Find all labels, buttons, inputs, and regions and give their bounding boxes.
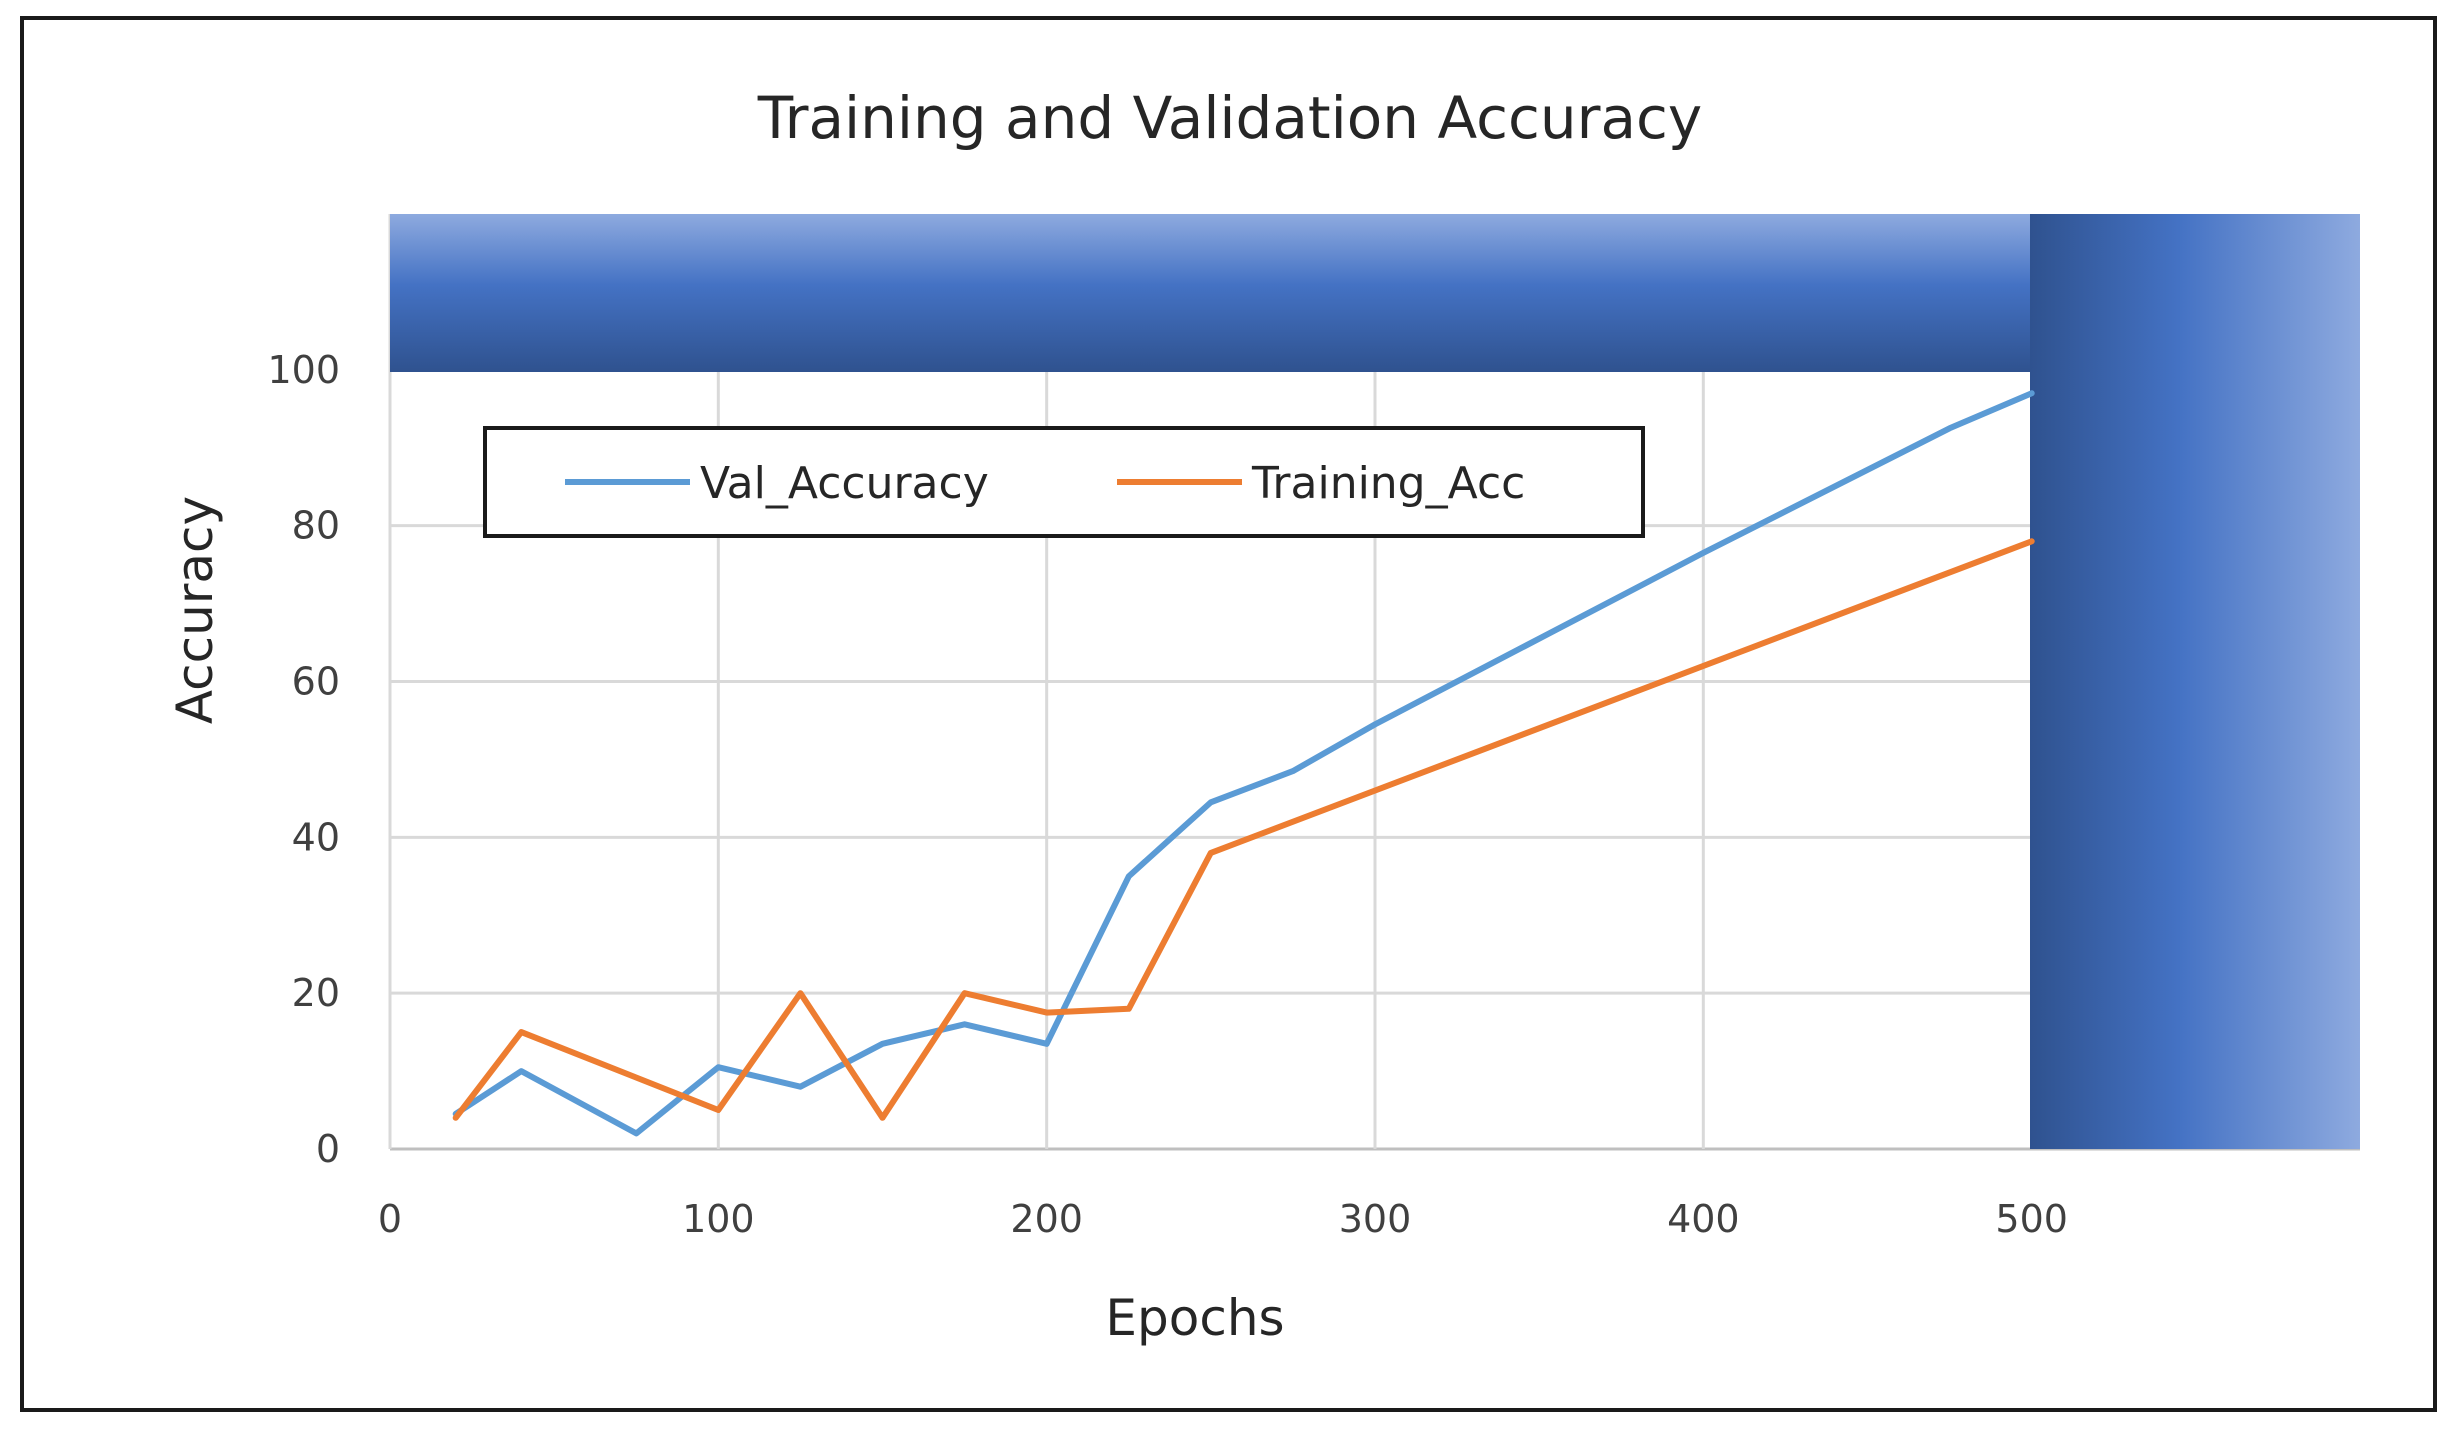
x-tick-label: 200 [1010,1197,1083,1241]
x-tick-label: 500 [1995,1197,2068,1241]
y-tick-label: 0 [316,1127,340,1171]
legend-label-val-accuracy: Val_Accuracy [700,458,989,509]
x-axis-label: Epochs [1105,1289,1284,1347]
series-line-val-accuracy [452,390,2035,1137]
y-tick-label: 100 [267,348,340,392]
x-tick-label: 300 [1339,1197,1412,1241]
x-tick-labels: 0 100 200 300 400 500 [378,1197,2068,1241]
x-tick-label: 400 [1667,1197,1740,1241]
series-layer [452,390,2035,1137]
y-tick-label: 20 [292,971,340,1015]
series-line-training-acc [452,538,2035,1121]
legend: Val_Accuracy Training_Acc [483,426,1645,538]
y-tick-label: 40 [292,815,340,859]
chart-title: Training and Validation Accuracy [757,84,1702,152]
x-tick-label: 100 [682,1197,755,1241]
legend-label-training-acc: Training_Acc [1251,458,1525,509]
y-tick-label: 60 [292,660,340,704]
y-tick-labels: 0 20 40 60 80 100 [267,348,340,1171]
top-band [390,214,2030,372]
right-band [2030,214,2360,1149]
y-axis-label: Accuracy [166,496,224,724]
y-tick-label: 80 [292,504,340,548]
x-tick-label: 0 [378,1197,402,1241]
